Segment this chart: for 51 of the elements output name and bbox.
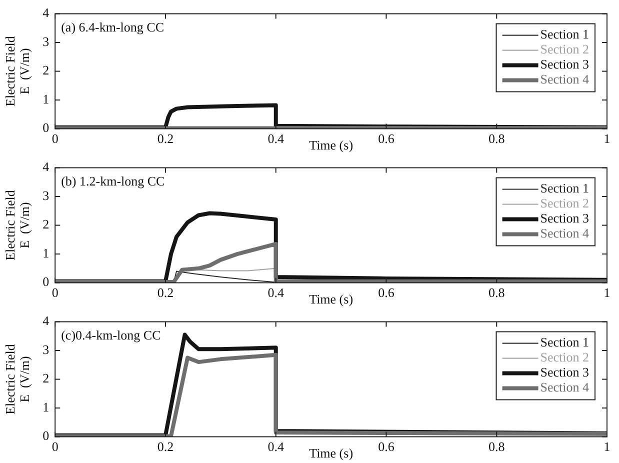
x-axis-title: Time (s): [309, 446, 354, 461]
x-tick-label: 0.8: [488, 285, 505, 300]
legend-label: Section 1: [540, 334, 590, 350]
legend-label: Section 3: [540, 364, 590, 380]
y-tick-label: 3: [42, 34, 50, 49]
y-tick-label: 4: [42, 313, 50, 328]
x-tick-label: 0.4: [268, 439, 284, 454]
x-tick-label: 0.8: [488, 439, 505, 454]
legend-label: Section 1: [540, 180, 590, 196]
x-tick-label: 0.2: [157, 131, 174, 146]
legend-label: Section 2: [540, 350, 590, 365]
legend-label: Section 4: [540, 380, 590, 395]
legend-label: Section 3: [540, 210, 590, 226]
x-tick-label: 0.8: [488, 131, 505, 146]
legend-label: Section 2: [540, 42, 590, 57]
x-tick-label: 0.6: [378, 285, 395, 300]
legend-label: Section 4: [540, 226, 590, 241]
annotation: (b) 1.2-km-long CC: [61, 174, 165, 189]
y-tick-label: 3: [42, 188, 50, 203]
x-tick-label: 0.2: [157, 439, 174, 454]
legend-label: Section 1: [540, 26, 590, 42]
y-tick-label: 0: [42, 428, 50, 444]
y-tick-label: 3: [42, 342, 50, 357]
x-tick-label: 0.6: [378, 439, 395, 454]
legend-label: Section 4: [540, 72, 590, 87]
y-tick-label: 1: [42, 399, 50, 414]
y-tick-label: 2: [42, 370, 50, 386]
y-tick-label: 0: [42, 120, 50, 136]
annotation: (a) 6.4-km-long CC: [61, 20, 164, 35]
y-tick-label: 2: [42, 62, 50, 78]
x-axis-title: Time (s): [309, 138, 354, 153]
annotation: (c)0.4-km-long CC: [61, 328, 161, 343]
x-tick-label: 0.2: [157, 285, 174, 300]
legend-label: Section 2: [540, 196, 590, 211]
y-tick-label: 1: [42, 245, 50, 260]
y-axis-title: Electric Field E (V/m): [2, 36, 32, 106]
x-tick-label: 0.4: [268, 131, 284, 146]
y-tick-label: 2: [42, 216, 50, 232]
x-axis-title: Time (s): [309, 292, 354, 307]
y-tick-label: 1: [42, 91, 50, 106]
y-tick-label: 4: [42, 159, 50, 174]
y-tick-label: 0: [42, 274, 50, 290]
legend-label: Section 3: [540, 56, 590, 72]
x-tick-label: 1: [604, 131, 610, 146]
x-tick-label: 1: [604, 439, 610, 454]
x-tick-label: 1: [604, 285, 610, 300]
y-axis-title: Electric Field E (V/m): [2, 344, 32, 414]
y-axis-title: Electric Field E (V/m): [2, 190, 32, 260]
x-tick-label: 0.6: [378, 131, 395, 146]
y-tick-label: 4: [42, 5, 50, 20]
x-tick-label: 0.4: [268, 285, 284, 300]
